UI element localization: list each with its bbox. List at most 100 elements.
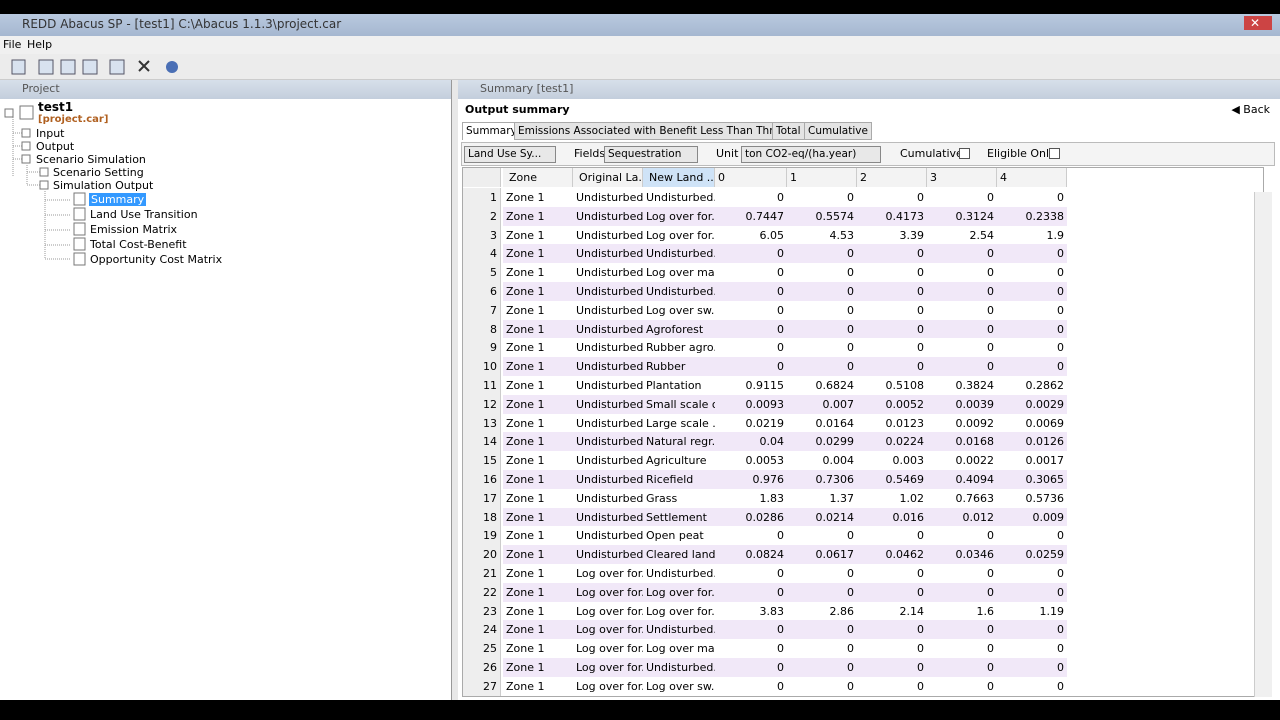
tree-root[interactable]: test1 — [38, 100, 74, 114]
row-number: 26 — [463, 658, 501, 677]
tab[interactable]: Cumulative — [804, 122, 872, 140]
table-cell: Undisturbed... — [573, 357, 643, 377]
tree-item[interactable]: Input — [36, 127, 65, 140]
tree-item[interactable]: Emission Matrix — [90, 223, 178, 236]
table-cell: 2.54 — [927, 225, 997, 245]
table-cell: 0 — [787, 658, 857, 677]
table-cell: Zone 1 — [503, 300, 573, 320]
table-cell: Undisturbed... — [573, 413, 643, 433]
table-cell: 0.0017 — [997, 451, 1067, 471]
window-controls[interactable]: ✕ — [1243, 16, 1272, 30]
table-cell: Log over for... — [643, 206, 715, 226]
tree-item[interactable]: Total Cost-Benefit — [90, 238, 187, 251]
table-cell: 0.0069 — [997, 413, 1067, 433]
table-cell: 0.012 — [927, 507, 997, 527]
column-header[interactable]: Original La... — [573, 168, 643, 187]
toolbar-icons[interactable] — [0, 54, 190, 80]
table-cell: Undisturbed... — [643, 244, 715, 264]
tab[interactable]: Emissions Associated with Benefit Less T… — [514, 122, 812, 140]
table-cell: 0 — [787, 188, 857, 207]
table-cell: 0.7663 — [927, 488, 997, 508]
table-cell: 0 — [715, 300, 787, 320]
table-cell: 0 — [997, 263, 1067, 283]
tree-lines — [4, 105, 86, 266]
table-cell: Grass — [643, 488, 715, 508]
fields-label: Fields: — [574, 147, 609, 160]
tree-item[interactable]: Scenario Setting — [53, 166, 144, 179]
column-header[interactable]: 1 — [787, 168, 857, 187]
table-cell: 0.0346 — [927, 545, 997, 565]
column-header[interactable]: 3 — [927, 168, 997, 187]
table-cell: 0 — [927, 319, 997, 339]
table-cell: Zone 1 — [503, 470, 573, 489]
table-cell: Small scale o... — [643, 394, 715, 414]
column-header[interactable]: 0 — [715, 168, 787, 187]
table-cell: 0 — [927, 244, 997, 264]
unit-dropdown[interactable]: ton CO2-eq/(ha.year) — [741, 146, 881, 163]
tree-item[interactable]: Scenario Simulation — [36, 153, 146, 166]
row-number: 6 — [463, 282, 501, 301]
table-cell: 0 — [997, 639, 1067, 659]
cumulative-checkbox[interactable] — [959, 148, 970, 159]
tab[interactable]: Total — [772, 122, 805, 140]
header-corner — [463, 168, 501, 187]
table-cell: 0 — [927, 526, 997, 546]
table-cell: Large scale ... — [643, 413, 715, 433]
table-cell: 0 — [997, 338, 1067, 358]
table-cell: 6.05 — [715, 225, 787, 245]
table-cell: 0 — [857, 263, 927, 283]
table-cell: Undisturbed... — [573, 188, 643, 207]
table-cell: Undisturbed... — [573, 282, 643, 301]
table-cell: 0.0259 — [997, 545, 1067, 565]
table-cell: Log over for... — [643, 225, 715, 245]
table-cell: 0 — [927, 357, 997, 377]
row-number: 1 — [463, 188, 501, 207]
table-cell: Plantation — [643, 376, 715, 395]
table-cell: 1.19 — [997, 601, 1067, 621]
back-button[interactable]: ◀ Back — [1231, 103, 1270, 116]
tree-item[interactable]: Opportunity Cost Matrix — [90, 253, 223, 266]
column-header[interactable]: 4 — [997, 168, 1067, 187]
table-cell: Undisturbed... — [573, 300, 643, 320]
menu-item[interactable]: File — [3, 38, 22, 51]
back-label: Back — [1243, 103, 1270, 116]
table-cell: 0 — [857, 582, 927, 602]
menu-item[interactable]: Help — [27, 38, 53, 51]
tab[interactable]: Summary — [462, 122, 521, 140]
row-number: 23 — [463, 601, 501, 621]
table-cell: 2.14 — [857, 601, 927, 621]
table-cell: 0 — [715, 526, 787, 546]
table-cell: 0 — [715, 282, 787, 301]
table-cell: 0 — [715, 658, 787, 677]
table-cell: 0.0126 — [997, 432, 1067, 452]
table-cell: 0 — [997, 244, 1067, 264]
cumulative-label: Cumulative : — [900, 147, 970, 160]
column-header[interactable]: Zone — [503, 168, 573, 187]
column-header[interactable]: New Land ... — [643, 168, 715, 187]
table-cell: Zone 1 — [503, 244, 573, 264]
tree-item[interactable]: Output — [36, 140, 75, 153]
table-cell: Zone 1 — [503, 526, 573, 546]
panel-header: Project — [0, 80, 451, 99]
table-cell: 2.86 — [787, 601, 857, 621]
table-cell: 1.6 — [927, 601, 997, 621]
table-cell: 0 — [857, 564, 927, 583]
scrollbar[interactable] — [1254, 192, 1272, 697]
table-cell: Undisturbed... — [573, 488, 643, 508]
table-cell: 0.2862 — [997, 376, 1067, 395]
tree-item[interactable]: Land Use Transition — [90, 208, 198, 221]
tree-item[interactable]: Simulation Output — [53, 179, 154, 192]
fields-dropdown[interactable]: Sequestration — [604, 146, 698, 163]
tree-item-selected[interactable]: Summary — [89, 193, 147, 206]
table-cell: Agriculture — [643, 451, 715, 471]
eligible-checkbox[interactable] — [1049, 148, 1060, 159]
table-cell: 1.83 — [715, 488, 787, 508]
table-cell: 0.009 — [997, 507, 1067, 527]
table-cell: 0.5574 — [787, 206, 857, 226]
table-cell: 0.004 — [787, 451, 857, 471]
column-header[interactable]: 2 — [857, 168, 927, 187]
table-cell: Zone 1 — [503, 376, 573, 395]
table-cell: Undisturbed... — [573, 526, 643, 546]
land-use-dropdown[interactable]: Land Use Sy... — [464, 146, 556, 163]
table-cell: 0 — [787, 639, 857, 659]
